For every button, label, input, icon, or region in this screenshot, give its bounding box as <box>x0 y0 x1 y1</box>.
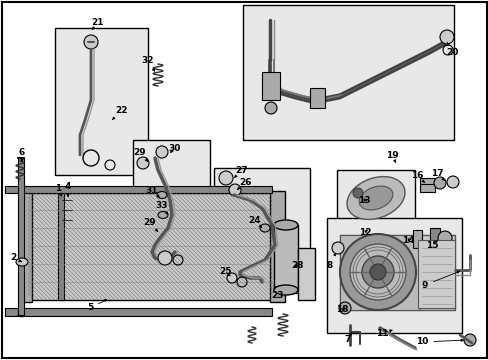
Circle shape <box>463 334 475 346</box>
Bar <box>269 191 285 302</box>
Bar <box>419 178 434 186</box>
Bar <box>339 235 454 310</box>
Text: 12: 12 <box>358 228 370 237</box>
Text: 26: 26 <box>237 177 251 189</box>
Bar <box>262 72 280 100</box>
Circle shape <box>137 157 149 169</box>
Bar <box>419 184 434 192</box>
Ellipse shape <box>346 177 404 219</box>
Bar <box>326 218 461 333</box>
Circle shape <box>349 244 405 300</box>
Bar <box>58 193 64 300</box>
Bar <box>5 186 271 193</box>
Bar <box>133 140 209 265</box>
Text: 23: 23 <box>271 285 284 300</box>
Circle shape <box>158 251 172 265</box>
Bar <box>5 308 271 316</box>
Circle shape <box>439 30 453 44</box>
Ellipse shape <box>260 224 269 232</box>
Text: 16: 16 <box>410 171 424 183</box>
Text: 17: 17 <box>430 168 444 180</box>
Text: 29: 29 <box>133 148 147 162</box>
Text: 27: 27 <box>234 166 248 177</box>
Text: 15: 15 <box>425 240 437 249</box>
Text: 29: 29 <box>143 217 157 231</box>
Circle shape <box>352 188 362 198</box>
Circle shape <box>338 302 350 314</box>
Text: 33: 33 <box>156 201 168 215</box>
Ellipse shape <box>273 285 297 295</box>
Bar <box>417 240 454 308</box>
Ellipse shape <box>157 192 167 198</box>
Bar <box>412 230 421 248</box>
Text: 24: 24 <box>248 216 261 228</box>
Text: 28: 28 <box>291 261 304 270</box>
Bar <box>273 225 297 290</box>
Text: 32: 32 <box>142 55 154 71</box>
Text: 7: 7 <box>344 333 351 345</box>
Circle shape <box>156 146 168 158</box>
Text: 31: 31 <box>145 185 159 198</box>
Bar <box>339 235 419 310</box>
Bar <box>297 248 314 300</box>
Text: 9: 9 <box>421 271 459 289</box>
Text: 22: 22 <box>112 105 128 120</box>
Bar <box>336 170 414 228</box>
Text: 14: 14 <box>401 235 413 244</box>
Bar <box>18 158 24 316</box>
Bar <box>429 228 439 248</box>
Bar <box>243 5 453 140</box>
Bar <box>309 88 325 108</box>
Circle shape <box>331 242 343 254</box>
Text: 30: 30 <box>168 144 181 153</box>
Text: 19: 19 <box>385 150 398 162</box>
Circle shape <box>361 256 393 288</box>
Circle shape <box>228 184 241 196</box>
Circle shape <box>226 273 237 283</box>
Ellipse shape <box>158 212 168 219</box>
Text: 4: 4 <box>65 181 71 196</box>
Ellipse shape <box>273 220 297 230</box>
Circle shape <box>219 171 232 185</box>
Bar <box>214 168 309 293</box>
Circle shape <box>84 35 98 49</box>
Text: 13: 13 <box>357 195 369 204</box>
Text: 8: 8 <box>326 253 335 270</box>
Circle shape <box>437 231 451 245</box>
Circle shape <box>369 264 385 280</box>
Circle shape <box>339 234 415 310</box>
Circle shape <box>264 102 276 114</box>
Text: 1: 1 <box>55 184 61 196</box>
Text: 21: 21 <box>92 18 104 30</box>
Text: 10: 10 <box>415 338 462 346</box>
Circle shape <box>433 177 445 189</box>
Text: 2: 2 <box>10 253 21 262</box>
Ellipse shape <box>358 186 392 210</box>
Ellipse shape <box>16 258 28 266</box>
Text: 20: 20 <box>445 42 457 57</box>
Text: 5: 5 <box>87 300 106 312</box>
Bar <box>22 191 32 302</box>
Circle shape <box>446 176 458 188</box>
Bar <box>28 193 271 300</box>
Text: 25: 25 <box>218 267 231 276</box>
Bar <box>55 28 148 175</box>
Text: 6: 6 <box>19 148 25 161</box>
Text: 18: 18 <box>335 306 347 315</box>
Text: 11: 11 <box>375 328 391 338</box>
